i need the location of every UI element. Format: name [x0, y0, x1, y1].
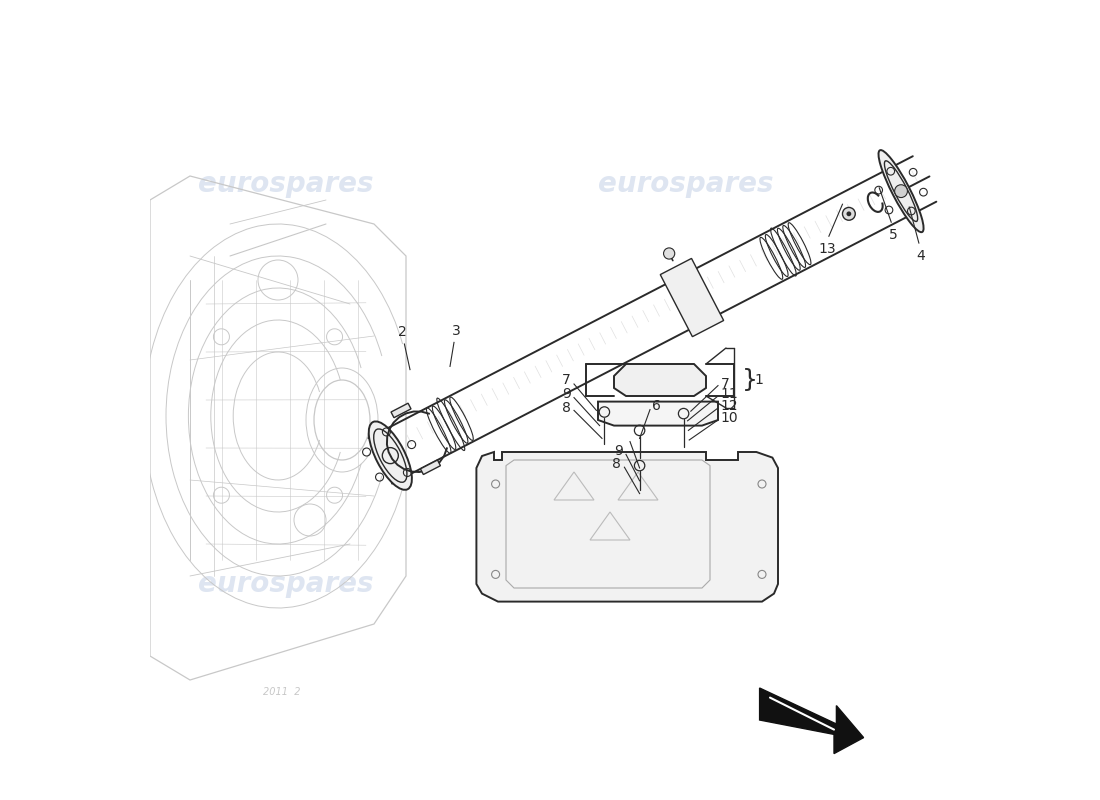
Circle shape [843, 207, 856, 220]
Polygon shape [760, 688, 864, 754]
Circle shape [894, 185, 908, 198]
Text: 10: 10 [720, 411, 738, 426]
Polygon shape [390, 403, 411, 418]
Text: eurospares: eurospares [198, 170, 374, 198]
Text: eurospares: eurospares [198, 570, 374, 598]
Text: 3: 3 [452, 323, 461, 338]
Text: 1: 1 [754, 373, 763, 387]
Text: eurospares: eurospares [598, 570, 773, 598]
Text: 5: 5 [889, 228, 898, 242]
Text: 11: 11 [720, 387, 738, 402]
Polygon shape [614, 364, 706, 396]
Text: 2: 2 [397, 326, 406, 339]
Circle shape [847, 211, 851, 216]
Text: 13: 13 [818, 242, 836, 256]
Ellipse shape [879, 150, 924, 232]
Circle shape [663, 248, 674, 259]
Text: 9: 9 [562, 387, 571, 402]
Text: 7: 7 [562, 373, 571, 387]
Text: }: } [742, 368, 758, 392]
Polygon shape [598, 402, 718, 426]
Text: 8: 8 [613, 457, 621, 471]
Text: 4: 4 [916, 249, 925, 262]
Text: 8: 8 [562, 401, 571, 415]
Polygon shape [476, 452, 778, 602]
Text: 12: 12 [720, 399, 738, 414]
Text: eurospares: eurospares [598, 170, 773, 198]
Polygon shape [420, 460, 440, 474]
Text: 2011  2: 2011 2 [263, 687, 300, 697]
Text: 9: 9 [614, 444, 623, 458]
Polygon shape [660, 258, 724, 337]
Text: 6: 6 [651, 399, 660, 414]
Text: 7: 7 [720, 377, 729, 391]
FancyArrowPatch shape [772, 699, 856, 739]
Ellipse shape [368, 422, 411, 490]
